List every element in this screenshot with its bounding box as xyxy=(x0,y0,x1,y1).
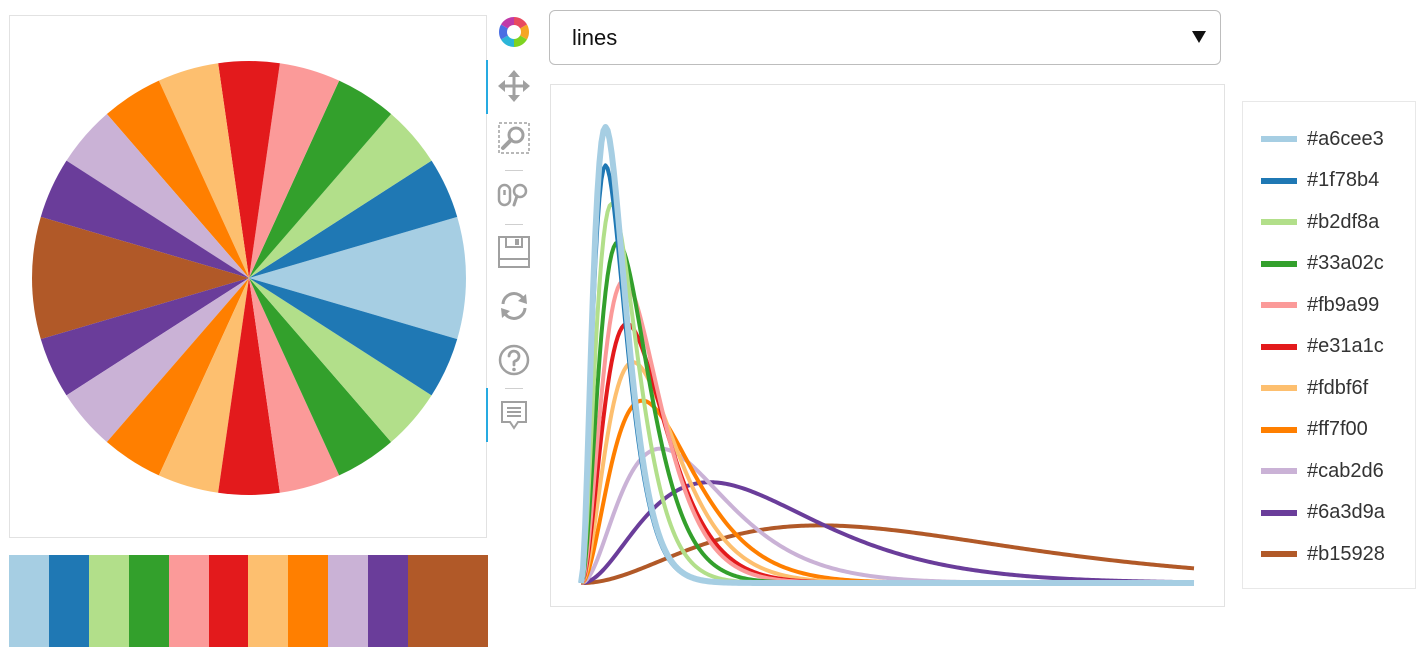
legend-item[interactable]: #cab2d6 xyxy=(1261,456,1384,486)
bokeh-logo-icon[interactable] xyxy=(494,12,534,52)
legend-item[interactable]: #a6cee3 xyxy=(1261,124,1384,154)
palette-swatch xyxy=(128,555,169,647)
legend-item[interactable]: #6a3d9a xyxy=(1261,498,1385,528)
pie-chart-panel xyxy=(9,15,487,538)
pie-slice xyxy=(218,278,280,496)
pan-active-indicator xyxy=(486,60,488,114)
legend-label: #cab2d6 xyxy=(1307,459,1384,482)
pie-slice xyxy=(249,80,392,278)
legend-swatch xyxy=(1261,302,1297,308)
legend-item[interactable]: #fb9a99 xyxy=(1261,290,1379,320)
pie-slice xyxy=(249,63,340,279)
legend-item[interactable]: #ff7f00 xyxy=(1261,415,1368,445)
palette-swatch xyxy=(328,555,369,647)
line-chart xyxy=(578,124,1195,586)
save-icon[interactable] xyxy=(494,232,534,272)
reset-icon[interactable] xyxy=(494,286,534,326)
plot-type-select-value: lines xyxy=(572,24,618,50)
palette-swatch xyxy=(248,555,289,647)
legend-item[interactable]: #b2df8a xyxy=(1261,207,1379,237)
pie-slice xyxy=(158,278,249,493)
pie-slice xyxy=(66,114,249,278)
legend-label: #6a3d9a xyxy=(1307,501,1385,523)
legend-swatch xyxy=(1261,551,1297,557)
pie-slice xyxy=(40,160,249,278)
legend-label: #1f78b4 xyxy=(1307,169,1380,191)
palette-swatch xyxy=(168,555,209,647)
legend-label: #b15928 xyxy=(1307,542,1385,565)
legend-swatch xyxy=(1261,468,1297,474)
pie-slice xyxy=(249,160,458,278)
pie-slice xyxy=(249,278,432,442)
legend-item[interactable]: #fdbf6f xyxy=(1261,373,1368,403)
pie-slice xyxy=(106,278,249,476)
legend-label: #a6cee3 xyxy=(1307,127,1384,150)
palette-swatch xyxy=(9,555,49,647)
legend-swatch xyxy=(1261,136,1297,142)
pie-slice xyxy=(249,278,340,493)
series-line xyxy=(578,124,1195,586)
legend-label: #b2df8a xyxy=(1307,210,1380,233)
legend-swatch xyxy=(1261,385,1297,391)
wheel-zoom-icon[interactable] xyxy=(494,176,534,216)
legend-item[interactable]: #b15928 xyxy=(1261,539,1385,569)
palette-swatch xyxy=(208,555,249,647)
legend-swatch xyxy=(1261,219,1297,225)
line-chart-legend: #a6cee3 #1f78b4 #b2df8a #33a02c #fb9a99 #e31a… xyxy=(1242,101,1416,589)
series-line xyxy=(579,201,1194,585)
pie-slice xyxy=(31,216,249,340)
palette-swatch xyxy=(408,555,488,647)
legend-item[interactable]: #e31a1c xyxy=(1261,332,1384,362)
legend-swatch xyxy=(1261,177,1297,184)
pie-slice xyxy=(158,63,249,279)
pie-slice xyxy=(249,216,467,340)
help-icon[interactable] xyxy=(494,340,534,380)
pie-slice xyxy=(66,278,249,442)
legend-label: #ff7f00 xyxy=(1307,418,1368,440)
pie-slice xyxy=(249,278,392,476)
palette-swatch xyxy=(48,555,89,647)
pan-icon[interactable] xyxy=(494,66,534,106)
pie-slice xyxy=(249,278,458,396)
legend-label: #33a02c xyxy=(1307,252,1384,274)
legend-swatch xyxy=(1261,343,1297,350)
legend-label: #e31a1c xyxy=(1307,335,1384,357)
line-chart-panel xyxy=(550,84,1225,607)
palette-swatch xyxy=(368,555,409,647)
hover-icon[interactable] xyxy=(494,396,534,436)
chart-toolbar xyxy=(486,10,542,450)
pie-chart xyxy=(31,61,467,496)
legend-label: #fdbf6f xyxy=(1307,376,1369,399)
pie-slice xyxy=(218,61,280,278)
toolbar-separator xyxy=(505,170,523,171)
legend-swatch xyxy=(1261,260,1297,267)
series-line xyxy=(579,163,1194,585)
box-zoom-icon[interactable] xyxy=(494,118,534,158)
plot-type-select[interactable]: lines xyxy=(549,10,1221,65)
toolbar-separator xyxy=(505,388,523,389)
legend-swatch xyxy=(1261,426,1297,433)
legend-item[interactable]: #1f78b4 xyxy=(1261,166,1379,196)
pie-slice xyxy=(249,114,432,278)
toolbar-separator xyxy=(505,224,523,225)
pie-slice xyxy=(106,80,249,278)
legend-item[interactable]: #33a02c xyxy=(1261,249,1384,279)
palette-swatch xyxy=(88,555,129,647)
legend-label: #fb9a99 xyxy=(1307,293,1380,316)
legend-swatch xyxy=(1261,509,1297,516)
chevron-down-icon xyxy=(1192,31,1206,43)
palette-swatch-strip xyxy=(9,555,488,647)
hover-active-indicator xyxy=(486,388,488,442)
palette-swatch xyxy=(288,555,329,647)
pie-slice xyxy=(40,278,249,396)
